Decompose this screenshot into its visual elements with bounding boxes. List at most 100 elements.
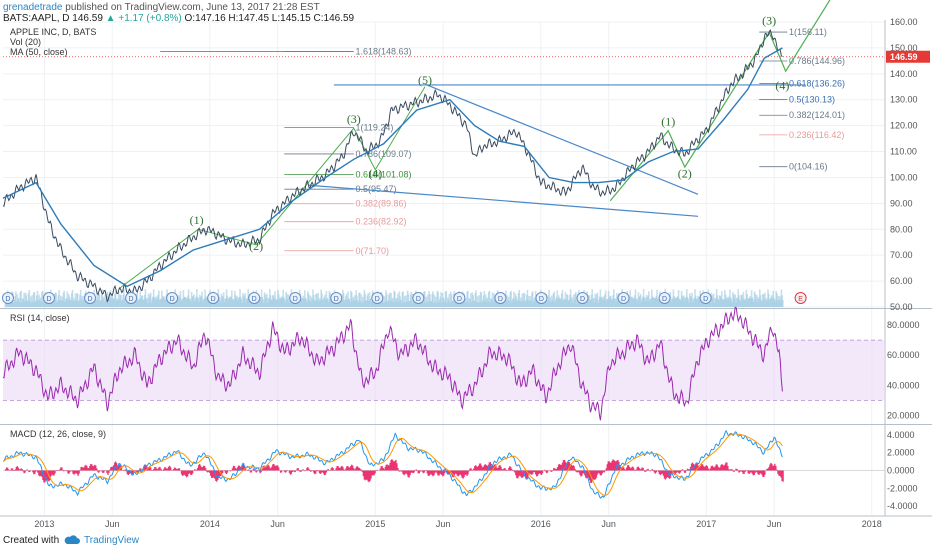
macd-histogram-bar <box>670 470 673 475</box>
macd-histogram-bar <box>212 470 214 478</box>
macd-histogram-bar <box>465 470 467 475</box>
publisher-name[interactable]: grenadetrade <box>3 2 63 13</box>
macd-histogram-bar <box>341 465 343 471</box>
macd-histogram-bar <box>553 468 555 471</box>
macd-histogram-bar <box>324 470 327 475</box>
elliott-wave-path-2016 <box>609 0 831 202</box>
tradingview-cloud-icon <box>64 535 80 544</box>
macd-histogram-bar <box>96 468 98 471</box>
macd-histogram-bar <box>168 465 171 471</box>
volume-bar <box>106 291 109 307</box>
macd-histogram-bar <box>520 470 522 477</box>
macd-histogram-bar <box>376 469 378 471</box>
volume-bar <box>266 293 268 307</box>
macd-histogram-bar <box>221 470 224 473</box>
symbol-label[interactable]: BATS:AAPL, D <box>3 13 70 24</box>
macd-histogram-bar <box>62 469 64 471</box>
volume-bar <box>405 295 407 307</box>
macd-histogram-bar <box>570 464 572 471</box>
macd-histogram-bar <box>75 470 77 473</box>
macd-histogram-bar <box>698 466 700 471</box>
macd-histogram-bar <box>642 467 644 471</box>
macd-histogram-bar <box>32 470 34 473</box>
macd-histogram-bar <box>290 470 293 475</box>
macd-histogram-bar <box>17 467 20 471</box>
macd-histogram-bar <box>226 470 229 473</box>
legend-ma[interactable]: MA (50, close) <box>10 47 68 57</box>
macd-histogram-bar <box>351 465 354 471</box>
event-marker-letter: D <box>621 296 626 303</box>
event-marker <box>84 292 97 304</box>
macd-histogram-bar <box>317 470 320 472</box>
macd-histogram-bar <box>107 470 109 475</box>
macd-histogram-bar <box>22 470 24 472</box>
macd-histogram-bar <box>604 470 607 472</box>
volume-bar <box>244 292 247 307</box>
last-price-tag-text: 146.59 <box>890 52 918 62</box>
macd-histogram-bar <box>92 465 94 471</box>
legend-rsi[interactable]: RSI (14, close) <box>10 313 70 323</box>
macd-histogram-bar <box>170 469 173 471</box>
macd-histogram-bar <box>537 470 540 475</box>
legend-volume[interactable]: Vol (20) <box>10 37 42 47</box>
volume-bar <box>385 293 388 307</box>
legend-main[interactable]: APPLE INC, D, BATS <box>10 27 97 37</box>
volume-bar <box>677 290 680 307</box>
macd-histogram-bar <box>149 466 151 471</box>
macd-histogram-bar <box>776 469 778 471</box>
macd-histogram-bar <box>655 470 658 473</box>
macd-histogram-bar <box>705 465 708 471</box>
macd-histogram-bar <box>276 465 278 471</box>
macd-histogram-bar <box>135 470 137 472</box>
volume-bar <box>144 289 147 307</box>
macd-histogram-bar <box>522 470 524 478</box>
macd-histogram-bar <box>274 465 276 471</box>
macd-histogram-bar <box>761 470 763 475</box>
macd-histogram-bar <box>279 470 282 473</box>
macd-histogram-bar <box>379 468 381 471</box>
macd-histogram-bar <box>709 468 712 471</box>
macd-histogram-bar <box>518 470 520 477</box>
macd-histogram-bar <box>673 470 676 476</box>
volume-bar <box>114 289 117 307</box>
macd-histogram-bar <box>639 469 641 471</box>
volume-bar <box>429 294 431 307</box>
elliott-wave-label: (3) <box>347 112 361 126</box>
macd-histogram-bar <box>166 468 168 471</box>
macd-histogram-bar <box>477 465 480 471</box>
volume-bar <box>491 292 494 307</box>
macd-histogram-bar <box>429 470 431 475</box>
volume-bar <box>742 291 745 307</box>
macd-histogram-bar <box>354 468 357 471</box>
macd-histogram-bar <box>191 470 194 474</box>
macd-histogram-bar <box>560 464 563 471</box>
macd-histogram-bar <box>39 470 41 477</box>
macd-histogram-bar <box>624 469 626 471</box>
macd-histogram-bar <box>254 470 257 472</box>
fib-late-label: 1(156.11) <box>789 27 827 37</box>
macd-histogram-bar <box>699 465 702 471</box>
macd-histogram-bar <box>515 470 517 476</box>
ohlc-line: BATS:AAPL, D 146.59 ▲ +1.17 (+0.8%) O:14… <box>3 13 354 25</box>
legend-macd[interactable]: MACD (12, 26, close, 9) <box>10 429 107 439</box>
macd-histogram-bar <box>139 468 141 471</box>
macd-histogram-bar <box>213 470 215 478</box>
macd-histogram-bar <box>427 470 429 476</box>
volume-bar <box>669 292 672 307</box>
elliott-wave-label: (1) <box>661 115 675 129</box>
macd-signal-line <box>2 433 783 496</box>
macd-histogram-bar <box>459 470 461 475</box>
time-tick-label: 2018 <box>862 519 882 529</box>
macd-histogram-bar <box>605 468 608 471</box>
price-tick-label: 90.00 <box>890 198 913 208</box>
macd-histogram-bar <box>727 465 729 471</box>
macd-histogram-bar <box>412 470 414 474</box>
macd-histogram-bar <box>176 468 179 471</box>
macd-histogram-bar <box>284 470 287 473</box>
macd-histogram-bar <box>746 470 748 472</box>
event-marker <box>494 292 507 304</box>
tradingview-brand[interactable]: TradingView <box>84 535 140 546</box>
rsi-tick-label: 40.0000 <box>887 380 920 390</box>
macd-histogram-bar <box>268 465 270 471</box>
